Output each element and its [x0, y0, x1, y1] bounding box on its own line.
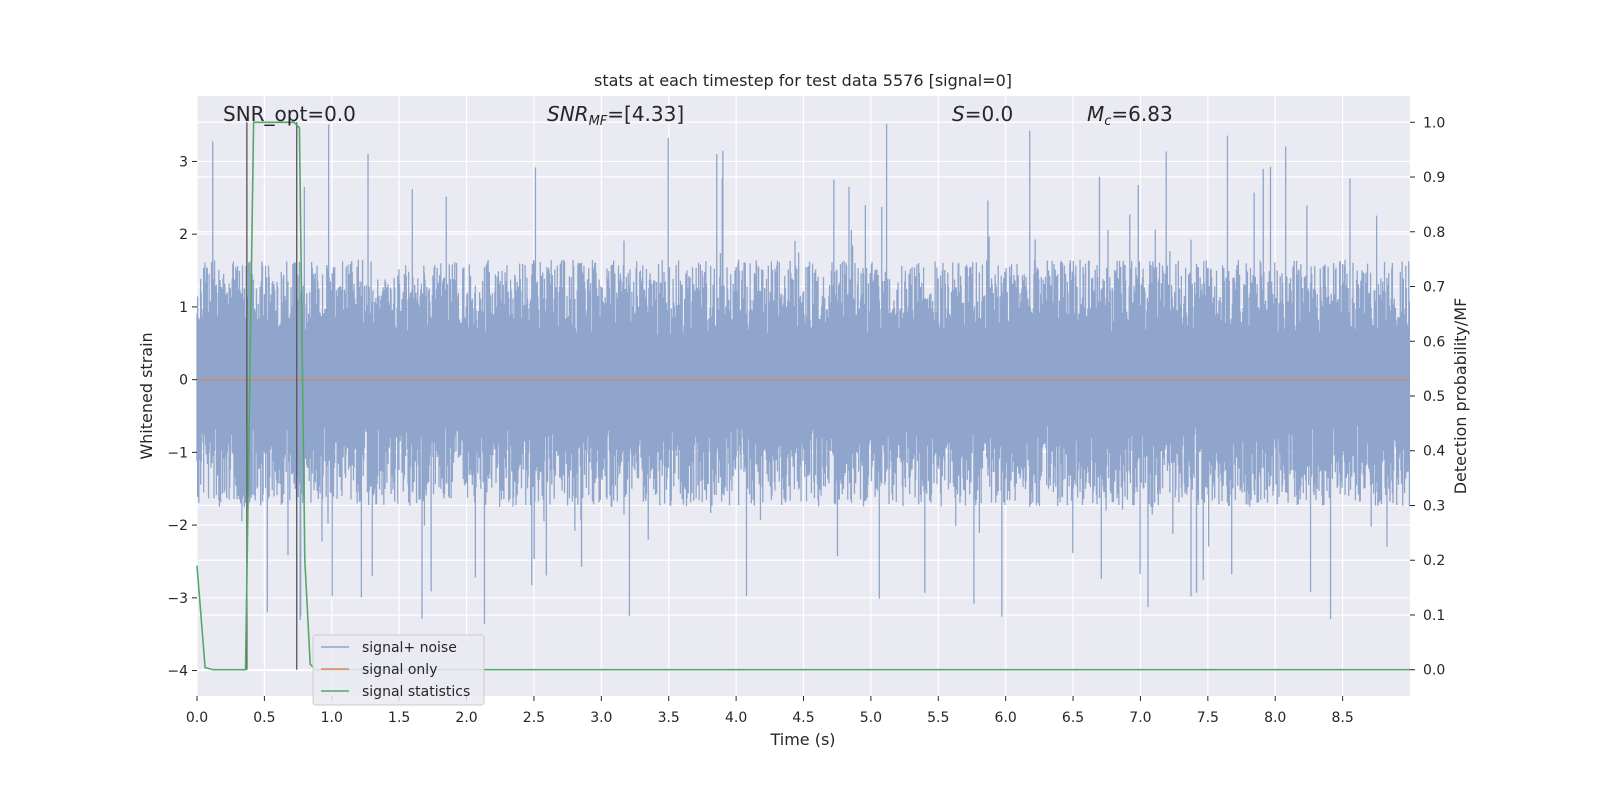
x-tick-label: 6.5 [1062, 710, 1084, 726]
x-tick-label: 7.5 [1197, 710, 1219, 726]
x-axis: 0.0 0.5 1.0 1.5 2.0 2.5 3.0 3.5 4.0 4.5 5.0 5.5 6.0 6… [186, 696, 1354, 726]
x-tick-label: 2.0 [455, 710, 477, 726]
y-tick-label: −1 [167, 445, 188, 461]
y-tick-label: 0 [179, 373, 188, 389]
y2-tick-label: 0.2 [1423, 553, 1445, 569]
x-tick-label: 1.5 [388, 710, 410, 726]
y2-tick-label: 0.7 [1423, 280, 1445, 296]
x-tick-label: 3.5 [658, 710, 680, 726]
x-tick-label: 2.5 [523, 710, 545, 726]
x-tick-label: 4.5 [792, 710, 814, 726]
x-axis-label: Time (s) [769, 730, 835, 749]
chart-title: stats at each timestep for test data 557… [594, 71, 1012, 90]
left-y-axis: 3 2 1 0 −1 −2 −3 −4 [167, 154, 197, 680]
x-tick-label: 0.5 [253, 710, 275, 726]
signal-noise-series [196, 123, 1411, 624]
x-tick-label: 8.0 [1264, 710, 1286, 726]
signal-noise-trace [196, 123, 1411, 624]
annotation-snr-mf: SNRMF=[4.33] [547, 102, 684, 129]
y-tick-label: 2 [179, 227, 188, 243]
y2-tick-label: 0.3 [1423, 498, 1445, 514]
y2-tick-label: 0.4 [1423, 444, 1445, 460]
legend: signal+ noise signal only signal statist… [312, 634, 485, 706]
annotation-s: S=0.0 [952, 102, 1013, 126]
x-tick-label: 5.5 [927, 710, 949, 726]
x-tick-label: 7.0 [1129, 710, 1151, 726]
x-tick-label: 3.0 [590, 710, 612, 726]
y2-tick-label: 0.8 [1423, 225, 1445, 241]
x-tick-label: 1.0 [321, 710, 343, 726]
legend-label-signal-noise: signal+ noise [362, 640, 457, 656]
y-tick-label: 1 [179, 300, 188, 316]
signal-statistics-series [196, 121, 1410, 671]
y-axis-label: Whitened strain [137, 332, 156, 459]
y2-tick-label: 0.6 [1423, 334, 1445, 350]
x-tick-label: 5.0 [860, 710, 882, 726]
legend-box [312, 634, 485, 706]
y-tick-label: −4 [167, 664, 188, 680]
y2-tick-label: 0.5 [1423, 389, 1445, 405]
y2-tick-label: 0.1 [1423, 608, 1445, 624]
legend-label-signal-only: signal only [362, 662, 437, 678]
annotation-snr-opt: SNR_opt=0.0 [223, 102, 356, 126]
y2-tick-label: 0.9 [1423, 170, 1445, 186]
right-y-axis: 1.0 0.9 0.8 0.7 0.6 0.5 0.4 0.3 0.2 0.1 0.0 [1410, 115, 1445, 679]
x-tick-label: 8.5 [1331, 710, 1353, 726]
y-tick-label: 3 [179, 154, 188, 170]
y-tick-label: −2 [167, 518, 188, 534]
annotation-mc: Mc=6.83 [1087, 102, 1173, 129]
y-tick-label: −3 [167, 591, 188, 607]
y2-tick-label: 1.0 [1423, 115, 1445, 131]
x-tick-label: 0.0 [186, 710, 208, 726]
x-tick-label: 4.0 [725, 710, 747, 726]
y2-tick-label: 0.0 [1423, 663, 1445, 679]
signal-statistics-line [196, 121, 1410, 671]
y2-axis-label: Detection probability/MF [1451, 298, 1470, 495]
legend-label-signal-statistics: signal statistics [362, 684, 470, 700]
x-tick-label: 6.0 [995, 710, 1017, 726]
